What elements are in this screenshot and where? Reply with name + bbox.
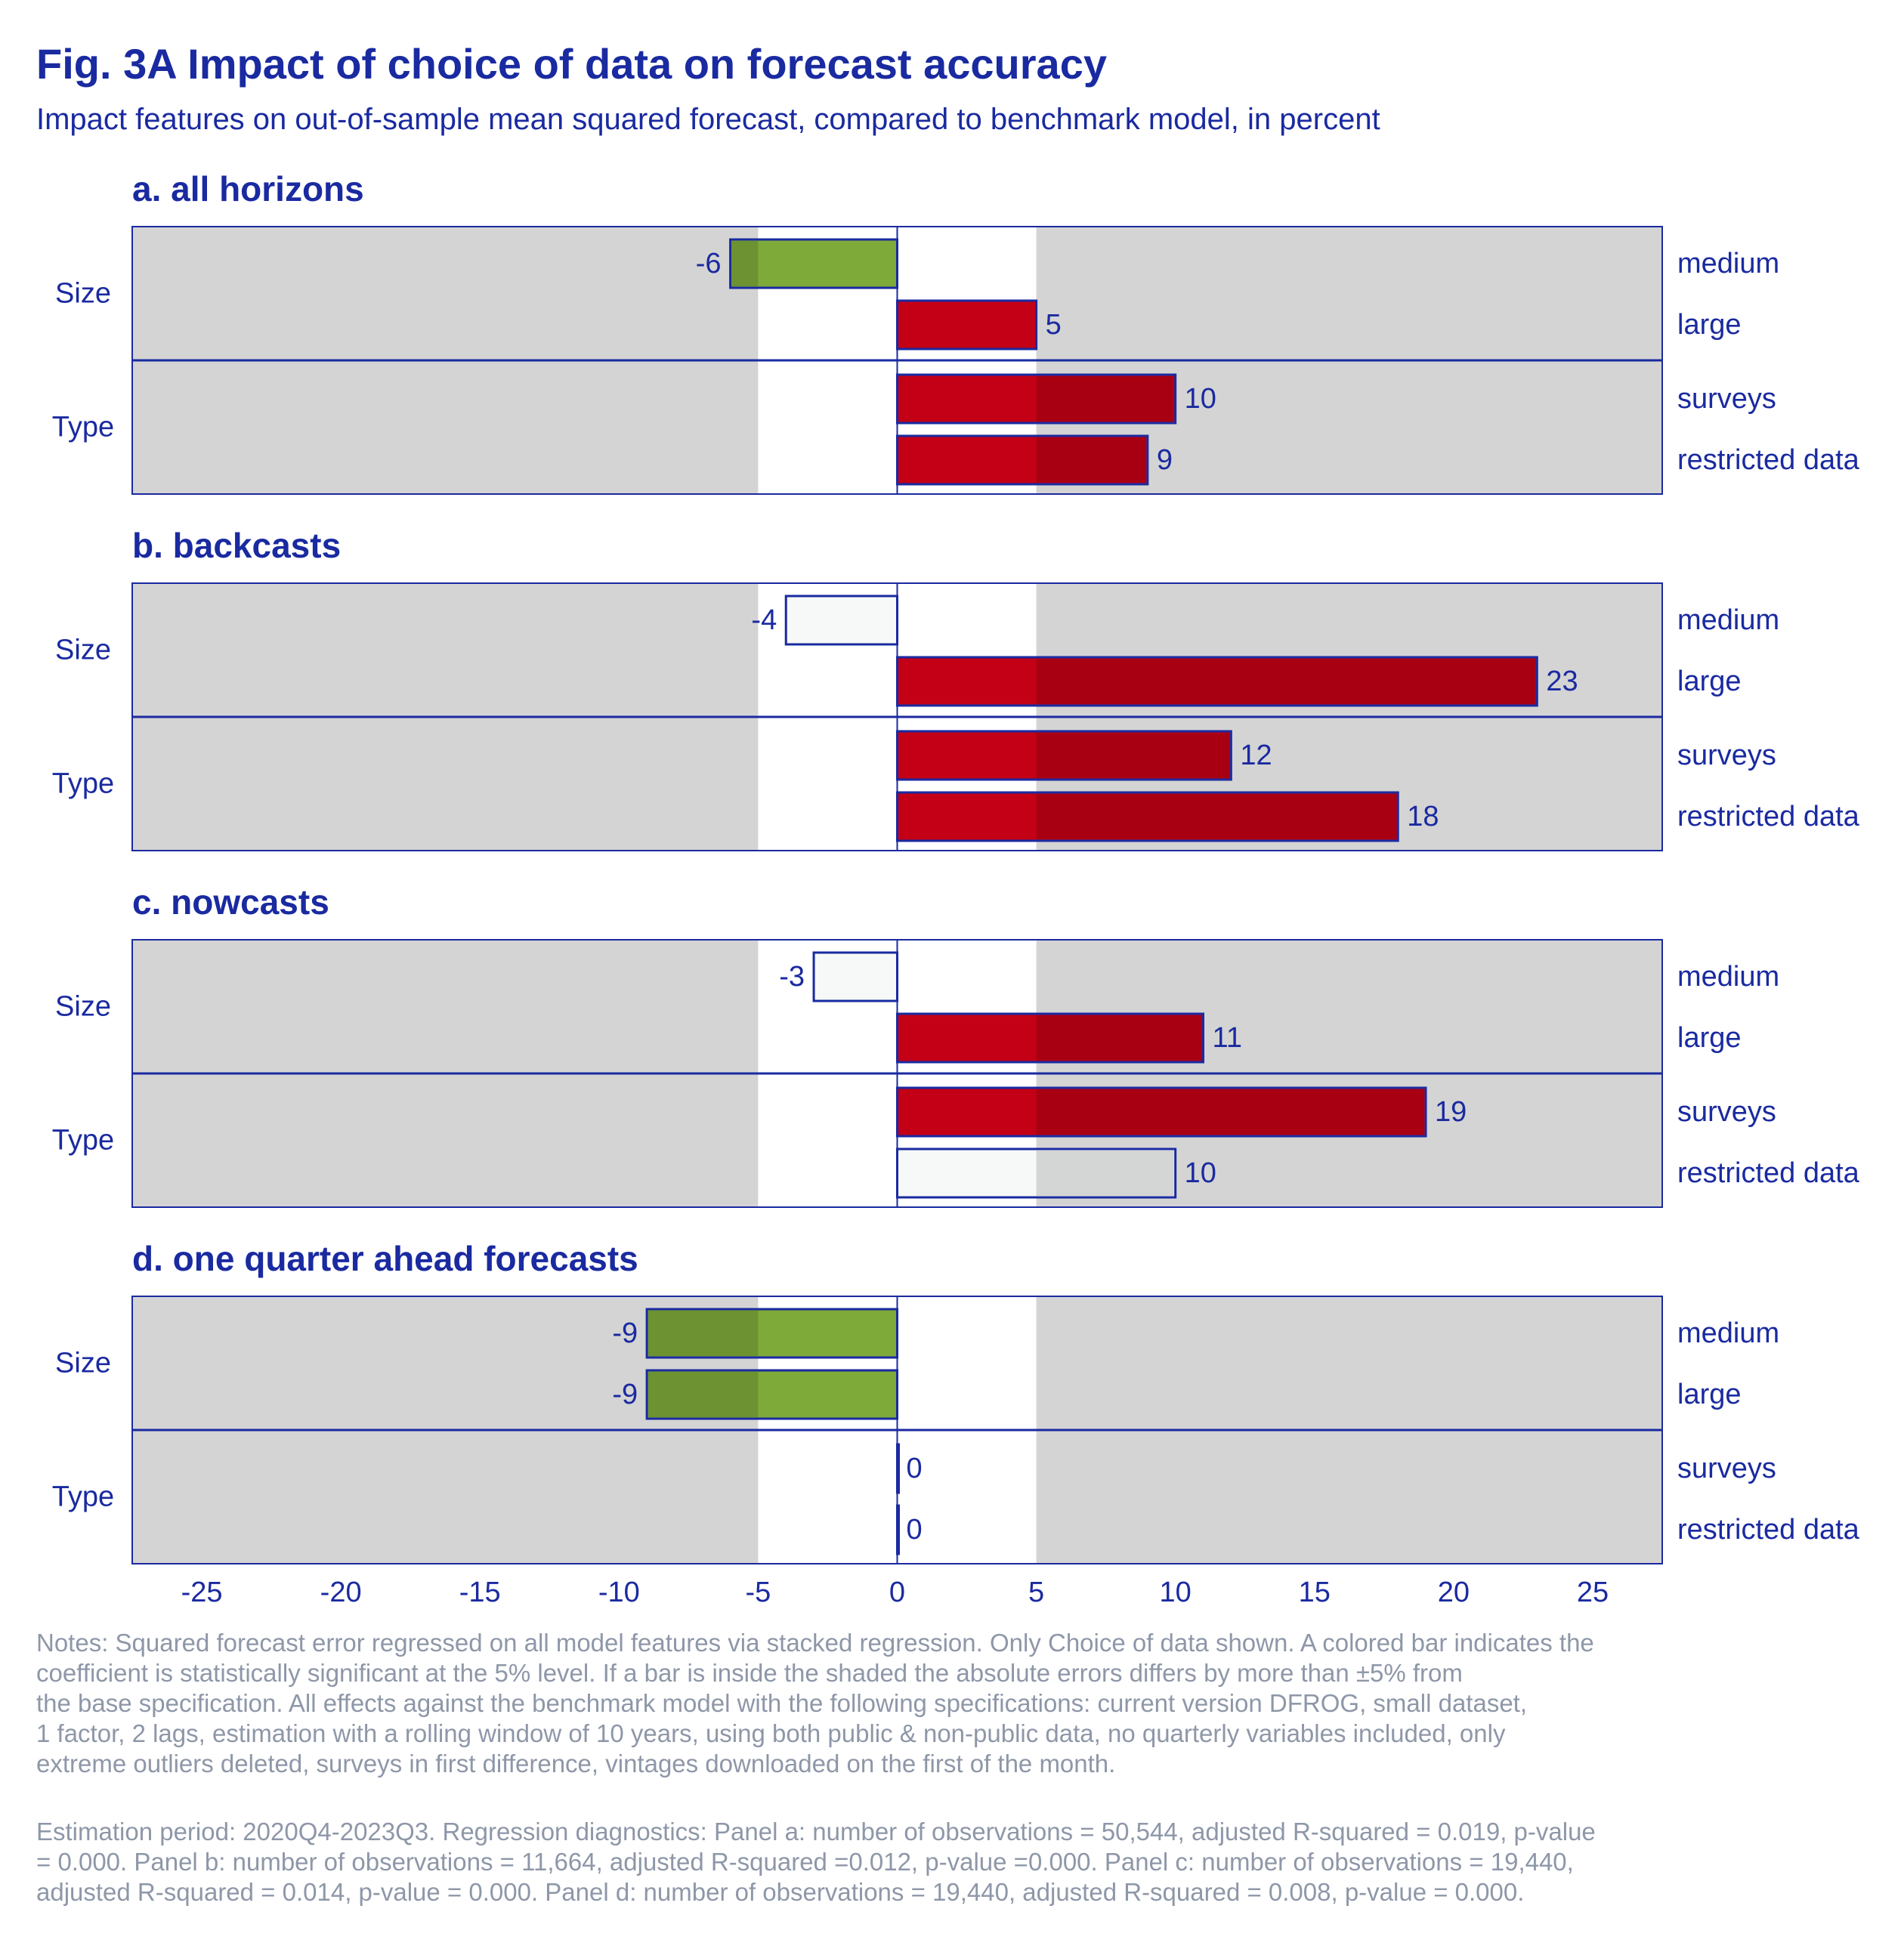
category-label: medium xyxy=(1677,1317,1779,1349)
panel-title: b. backcasts xyxy=(132,526,341,565)
x-tick-label: -15 xyxy=(459,1577,501,1608)
panel-frame xyxy=(131,582,1663,851)
x-tick-label: -25 xyxy=(181,1577,223,1608)
group-label: Size xyxy=(55,991,111,1023)
category-label: surveys xyxy=(1677,1453,1776,1484)
category-label: medium xyxy=(1677,961,1779,993)
data-label: 0 xyxy=(907,1514,923,1546)
category-label: large xyxy=(1677,1022,1742,1054)
bar-shade-overlay xyxy=(648,1372,759,1417)
bar xyxy=(729,238,898,289)
bar xyxy=(896,1443,900,1494)
bar xyxy=(896,1147,1177,1199)
data-label: -3 xyxy=(779,961,805,993)
data-label: 9 xyxy=(1157,444,1173,476)
bar xyxy=(896,1504,900,1555)
category-label: restricted data xyxy=(1677,1514,1860,1546)
bar xyxy=(645,1308,898,1359)
bar xyxy=(896,791,1399,842)
panel-title: a. all horizons xyxy=(132,169,364,208)
bar xyxy=(812,951,898,1002)
group-label: Type xyxy=(52,412,114,443)
data-label: 23 xyxy=(1546,666,1578,697)
x-tick-label: 15 xyxy=(1299,1577,1331,1608)
data-label: 10 xyxy=(1185,383,1216,415)
panel-frame xyxy=(131,939,1663,1208)
category-label: medium xyxy=(1677,248,1779,280)
group-label: Type xyxy=(52,768,114,800)
bar xyxy=(896,656,1538,707)
data-label: -4 xyxy=(751,604,777,636)
x-tick-label: 5 xyxy=(1028,1577,1044,1608)
bar xyxy=(896,434,1149,486)
category-label: surveys xyxy=(1677,740,1776,771)
category-label: large xyxy=(1677,309,1742,341)
category-label: large xyxy=(1677,666,1742,697)
x-tick-label: -5 xyxy=(746,1577,771,1608)
data-label: 11 xyxy=(1213,1022,1242,1054)
category-label: medium xyxy=(1677,604,1779,636)
category-label: restricted data xyxy=(1677,444,1860,476)
bar xyxy=(896,1012,1204,1064)
data-label: 19 xyxy=(1435,1096,1467,1128)
bar-shade-overlay xyxy=(731,241,759,286)
x-tick-label: 0 xyxy=(889,1577,905,1608)
x-tick-label: 25 xyxy=(1577,1577,1609,1608)
data-label: -9 xyxy=(612,1379,638,1410)
chart-notes: Notes: Squared forecast error regressed … xyxy=(36,1629,1594,1778)
bar xyxy=(896,299,1038,351)
bar xyxy=(645,1369,898,1420)
bar-shade-overlay xyxy=(1036,437,1146,483)
panel-title: c. nowcasts xyxy=(132,882,329,922)
category-label: surveys xyxy=(1677,383,1776,415)
bar xyxy=(896,1086,1427,1138)
x-tick-label: -10 xyxy=(598,1577,640,1608)
panel-title: d. one quarter ahead forecasts xyxy=(132,1239,638,1278)
bar xyxy=(784,595,899,646)
x-tick-label: 10 xyxy=(1160,1577,1192,1608)
group-label: Size xyxy=(55,1348,111,1379)
data-label: -9 xyxy=(612,1317,638,1349)
bar-shade-overlay xyxy=(1036,1015,1202,1061)
data-label: 12 xyxy=(1240,740,1272,771)
bar-shade-overlay xyxy=(1036,733,1230,778)
category-label: surveys xyxy=(1677,1096,1776,1128)
regression-diagnostics: Estimation period: 2020Q4-2023Q3. Regres… xyxy=(36,1818,1596,1906)
group-label: Size xyxy=(55,278,111,310)
bar xyxy=(896,730,1232,781)
bar-shade-overlay xyxy=(648,1311,759,1356)
bar-shade-overlay xyxy=(1036,1151,1174,1196)
bar-shade-overlay xyxy=(1036,794,1397,839)
bar xyxy=(896,373,1177,425)
data-label: 10 xyxy=(1185,1157,1216,1189)
category-label: restricted data xyxy=(1677,801,1860,832)
panel-frame xyxy=(131,226,1663,495)
data-label: 18 xyxy=(1407,801,1439,832)
group-label: Type xyxy=(52,1125,114,1157)
data-label: 5 xyxy=(1046,309,1062,341)
chart-subtitle: Impact features on out-of-sample mean sq… xyxy=(36,103,1380,136)
category-label: restricted data xyxy=(1677,1157,1860,1189)
category-label: large xyxy=(1677,1379,1742,1410)
x-tick-label: -20 xyxy=(320,1577,362,1608)
bar-shade-overlay xyxy=(1036,1089,1425,1135)
chart-title: Fig. 3A Impact of choice of data on fore… xyxy=(36,40,1107,88)
panel-frame xyxy=(131,1296,1663,1564)
x-tick-label: 20 xyxy=(1438,1577,1470,1608)
data-label: -6 xyxy=(696,248,722,280)
group-label: Size xyxy=(55,635,111,666)
group-label: Type xyxy=(52,1481,114,1513)
bar-shade-overlay xyxy=(1036,659,1536,704)
data-label: 0 xyxy=(907,1453,923,1484)
bar-shade-overlay xyxy=(1036,376,1174,422)
